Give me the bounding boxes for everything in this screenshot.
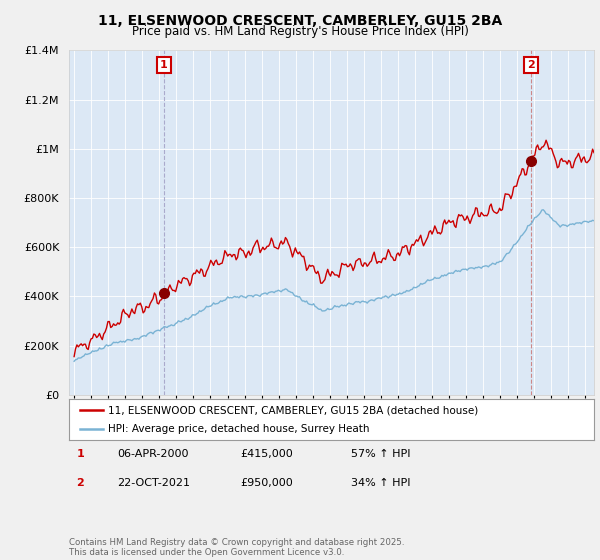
Text: HPI: Average price, detached house, Surrey Heath: HPI: Average price, detached house, Surr… [109, 424, 370, 433]
Text: 2: 2 [527, 60, 535, 70]
Text: 1: 1 [77, 449, 84, 459]
Text: 22-OCT-2021: 22-OCT-2021 [117, 478, 190, 488]
Text: £950,000: £950,000 [240, 478, 293, 488]
Text: 34% ↑ HPI: 34% ↑ HPI [351, 478, 410, 488]
Text: Price paid vs. HM Land Registry's House Price Index (HPI): Price paid vs. HM Land Registry's House … [131, 25, 469, 38]
Text: 2: 2 [77, 478, 84, 488]
Text: 1: 1 [160, 60, 168, 70]
Text: Contains HM Land Registry data © Crown copyright and database right 2025.
This d: Contains HM Land Registry data © Crown c… [69, 538, 404, 557]
Text: 11, ELSENWOOD CRESCENT, CAMBERLEY, GU15 2BA (detached house): 11, ELSENWOOD CRESCENT, CAMBERLEY, GU15 … [109, 405, 479, 415]
Text: 11, ELSENWOOD CRESCENT, CAMBERLEY, GU15 2BA: 11, ELSENWOOD CRESCENT, CAMBERLEY, GU15 … [98, 14, 502, 28]
Text: 57% ↑ HPI: 57% ↑ HPI [351, 449, 410, 459]
Text: £415,000: £415,000 [240, 449, 293, 459]
Text: 06-APR-2000: 06-APR-2000 [117, 449, 188, 459]
